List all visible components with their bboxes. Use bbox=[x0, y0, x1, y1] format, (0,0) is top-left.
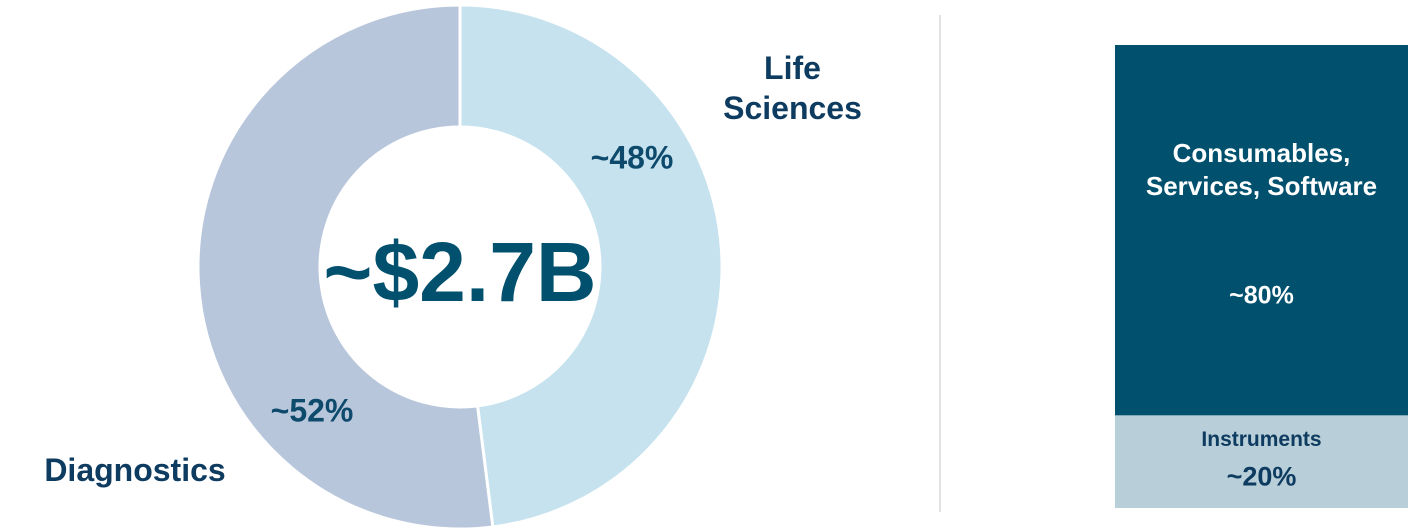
donut-segment bbox=[458, 3, 724, 529]
value-label: ~48% bbox=[591, 139, 674, 175]
center-label: ~$2.7B bbox=[323, 225, 596, 319]
category-label: Life Sciences bbox=[723, 50, 862, 126]
bar-segment bbox=[1115, 415, 1408, 508]
value-label: ~52% bbox=[271, 392, 354, 428]
bar-value-label: ~20% bbox=[1227, 462, 1297, 492]
donut-segment bbox=[196, 3, 495, 529]
bar-segment bbox=[1115, 45, 1408, 416]
bar-value-label: ~80% bbox=[1229, 282, 1294, 310]
bar-category-label: Instruments bbox=[1201, 428, 1322, 452]
bar-category-label: Consumables, Services, Software bbox=[1145, 138, 1378, 201]
category-label: Diagnostics bbox=[44, 452, 226, 488]
